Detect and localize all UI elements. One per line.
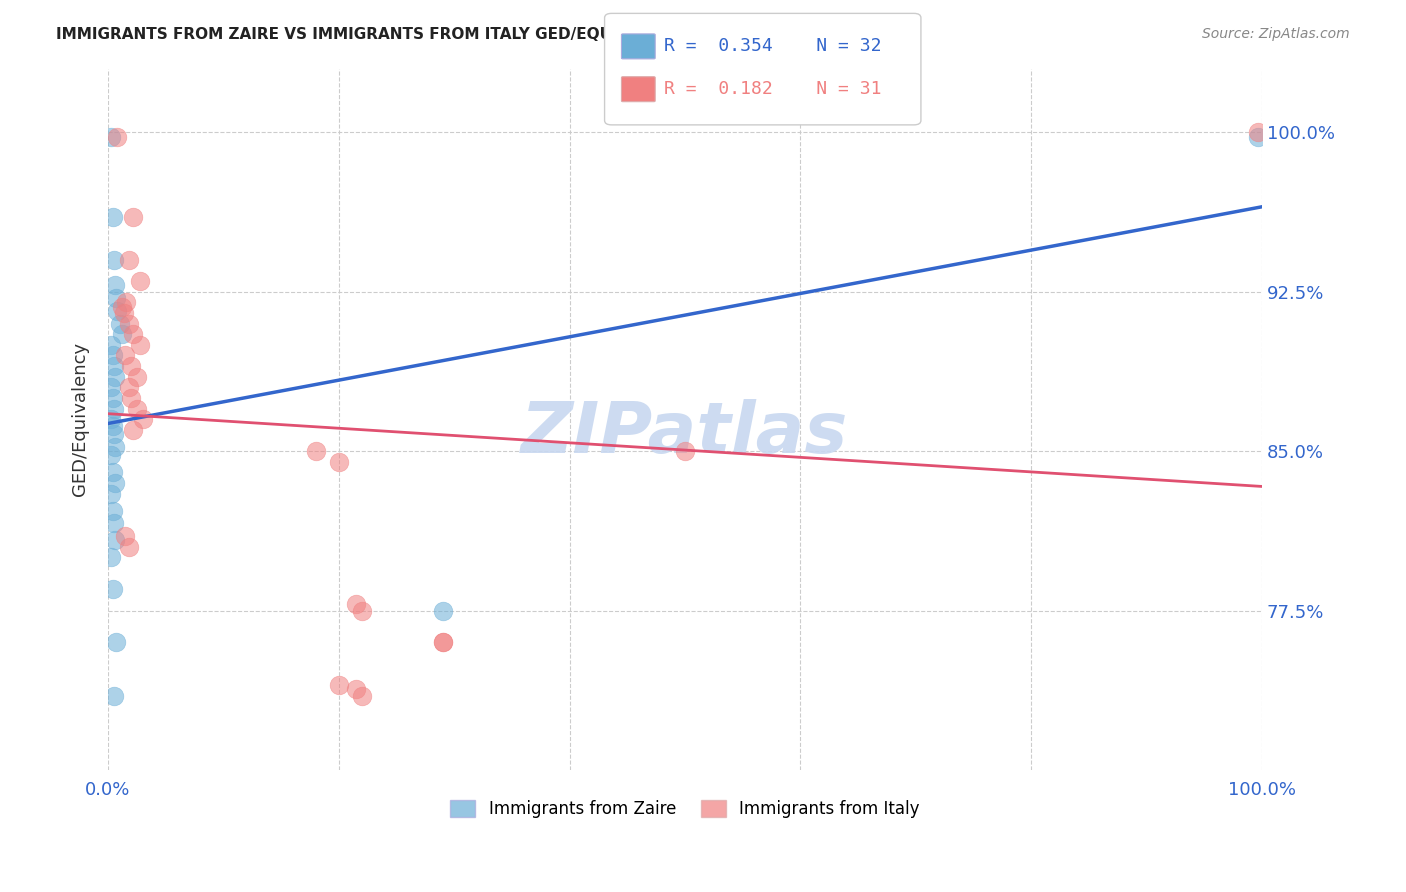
Point [100,338,122,352]
Point [100,550,122,565]
Point [129,274,152,288]
Point [101,582,124,597]
Point [100,129,122,144]
Point [131,412,153,426]
Legend: Immigrants from Zaire, Immigrants from Italy: Immigrants from Zaire, Immigrants from I… [443,793,927,825]
Point [111,300,134,314]
Text: R =  0.354    N = 32: R = 0.354 N = 32 [664,37,882,55]
Point [104,369,127,384]
Point [108,317,131,331]
Point [344,597,367,611]
Point [101,211,124,225]
Point [114,529,136,543]
Point [101,391,124,405]
Point [328,678,350,692]
Text: 0.0%: 0.0% [86,780,131,798]
Point [432,603,454,617]
Point [103,427,125,442]
Point [305,444,328,458]
Text: ZIPatlas: ZIPatlas [522,399,849,467]
Point [103,689,125,703]
Point [1247,129,1270,144]
Point [432,635,454,649]
Point [328,455,350,469]
Point [111,327,134,342]
Point [120,391,142,405]
Point [100,412,122,426]
Point [112,306,135,320]
Point [673,444,696,458]
Point [104,533,127,548]
Point [105,635,128,649]
Point [103,359,125,373]
Point [122,327,145,342]
Point [1247,125,1270,139]
Point [103,401,125,416]
Y-axis label: GED/Equivalency: GED/Equivalency [72,343,89,496]
Point [129,338,152,352]
Point [125,369,148,384]
Point [105,303,128,318]
Point [125,401,148,416]
Point [118,380,141,394]
Point [100,486,122,500]
Point [104,440,127,454]
Point [101,503,124,517]
Point [103,516,125,531]
Point [101,418,124,433]
Point [350,603,373,617]
Point [432,635,454,649]
Point [115,295,138,310]
Point [100,380,122,394]
Point [120,359,142,373]
Point [101,349,124,363]
Point [114,349,136,363]
Text: IMMIGRANTS FROM ZAIRE VS IMMIGRANTS FROM ITALY GED/EQUIVALENCY CORRELATION CHART: IMMIGRANTS FROM ZAIRE VS IMMIGRANTS FROM… [56,27,883,42]
Point [101,466,124,480]
Point [105,129,128,144]
Point [344,682,367,697]
Point [104,278,127,293]
Point [103,252,125,267]
Point [122,423,145,437]
Point [122,211,145,225]
Text: R =  0.182    N = 31: R = 0.182 N = 31 [664,80,882,98]
Text: 100.0%: 100.0% [1227,780,1296,798]
Point [350,689,373,703]
Point [118,540,141,554]
Point [100,449,122,463]
Point [118,252,141,267]
Point [118,317,141,331]
Point [104,476,127,491]
Text: Source: ZipAtlas.com: Source: ZipAtlas.com [1202,27,1350,41]
Point [105,291,128,305]
